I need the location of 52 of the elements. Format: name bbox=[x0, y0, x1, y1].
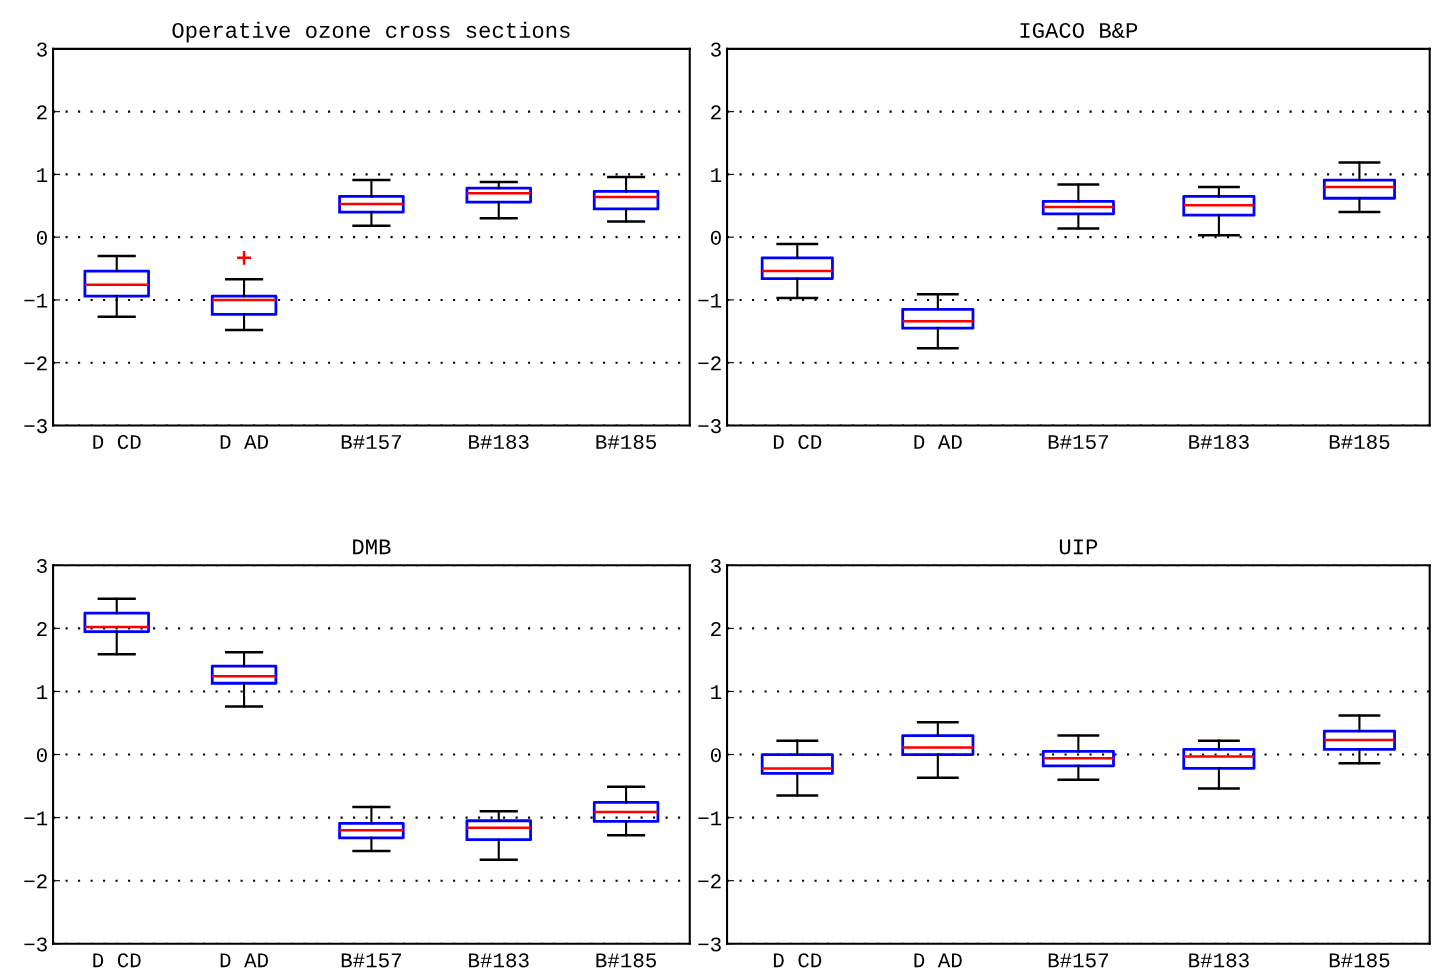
y-tick-label: 2 bbox=[711, 621, 721, 636]
y-tick-label: −3 bbox=[698, 937, 721, 952]
x-tick-label: D CD bbox=[93, 434, 141, 450]
y-tick-label: −1 bbox=[24, 811, 48, 826]
y-tick-label: −3 bbox=[24, 419, 47, 434]
y-tick-label: −2 bbox=[24, 356, 47, 371]
x-tick-label: D AD bbox=[220, 435, 269, 449]
y-tick-label: 3 bbox=[37, 558, 47, 574]
y-tick-label: 3 bbox=[710, 558, 721, 574]
y-tick-label: −1 bbox=[698, 811, 722, 826]
x-tick-label: B#183 bbox=[1189, 434, 1249, 450]
y-tick-label: −2 bbox=[698, 874, 721, 889]
x-tick-label: B#157 bbox=[1048, 435, 1108, 450]
x-tick-label: D AD bbox=[914, 953, 962, 968]
x-tick-label: B#183 bbox=[1189, 953, 1249, 968]
x-tick-label: B#157 bbox=[341, 435, 402, 450]
y-tick-label: 1 bbox=[37, 168, 48, 182]
y-tick-label: −3 bbox=[24, 937, 47, 952]
x-tick-label: B#185 bbox=[596, 953, 657, 968]
y-tick-label: 1 bbox=[711, 168, 722, 182]
x-tick-label: B#185 bbox=[596, 434, 657, 450]
y-tick-label: 0 bbox=[36, 748, 47, 763]
y-tick-label: 3 bbox=[37, 42, 47, 57]
y-tick-label: −2 bbox=[24, 874, 47, 889]
x-tick-label: D AD bbox=[220, 953, 269, 968]
chart-title: Operative ozone cross sections bbox=[172, 21, 570, 43]
chart-title: UIP bbox=[1059, 539, 1098, 555]
y-tick-label: 1 bbox=[711, 685, 722, 699]
x-tick-label: B#185 bbox=[1329, 953, 1390, 968]
x-tick-label: D CD bbox=[773, 953, 822, 968]
y-tick-label: 0 bbox=[710, 230, 721, 245]
x-tick-label: B#183 bbox=[469, 434, 529, 450]
y-tick-label: 0 bbox=[710, 748, 721, 763]
y-tick-label: −3 bbox=[698, 419, 721, 434]
chart-title: DMB bbox=[353, 539, 391, 555]
x-tick-label: B#183 bbox=[469, 953, 529, 968]
y-tick-label: −2 bbox=[698, 356, 721, 371]
x-tick-label: D CD bbox=[773, 434, 822, 450]
y-tick-label: 0 bbox=[36, 230, 47, 245]
x-tick-label: B#185 bbox=[1329, 434, 1390, 450]
x-tick-label: D AD bbox=[914, 435, 962, 449]
y-tick-label: −1 bbox=[698, 293, 722, 308]
y-tick-label: 2 bbox=[37, 621, 47, 636]
y-tick-label: 1 bbox=[37, 685, 48, 699]
x-tick-label: B#157 bbox=[341, 953, 402, 968]
x-tick-label: B#157 bbox=[1048, 953, 1108, 968]
y-tick-label: 2 bbox=[711, 105, 721, 120]
y-tick-label: −1 bbox=[24, 293, 48, 308]
y-tick-label: 2 bbox=[37, 105, 47, 120]
chart-title: IGACO B&P bbox=[1020, 22, 1138, 39]
y-tick-label: 3 bbox=[710, 42, 721, 57]
x-tick-label: D CD bbox=[93, 953, 141, 968]
